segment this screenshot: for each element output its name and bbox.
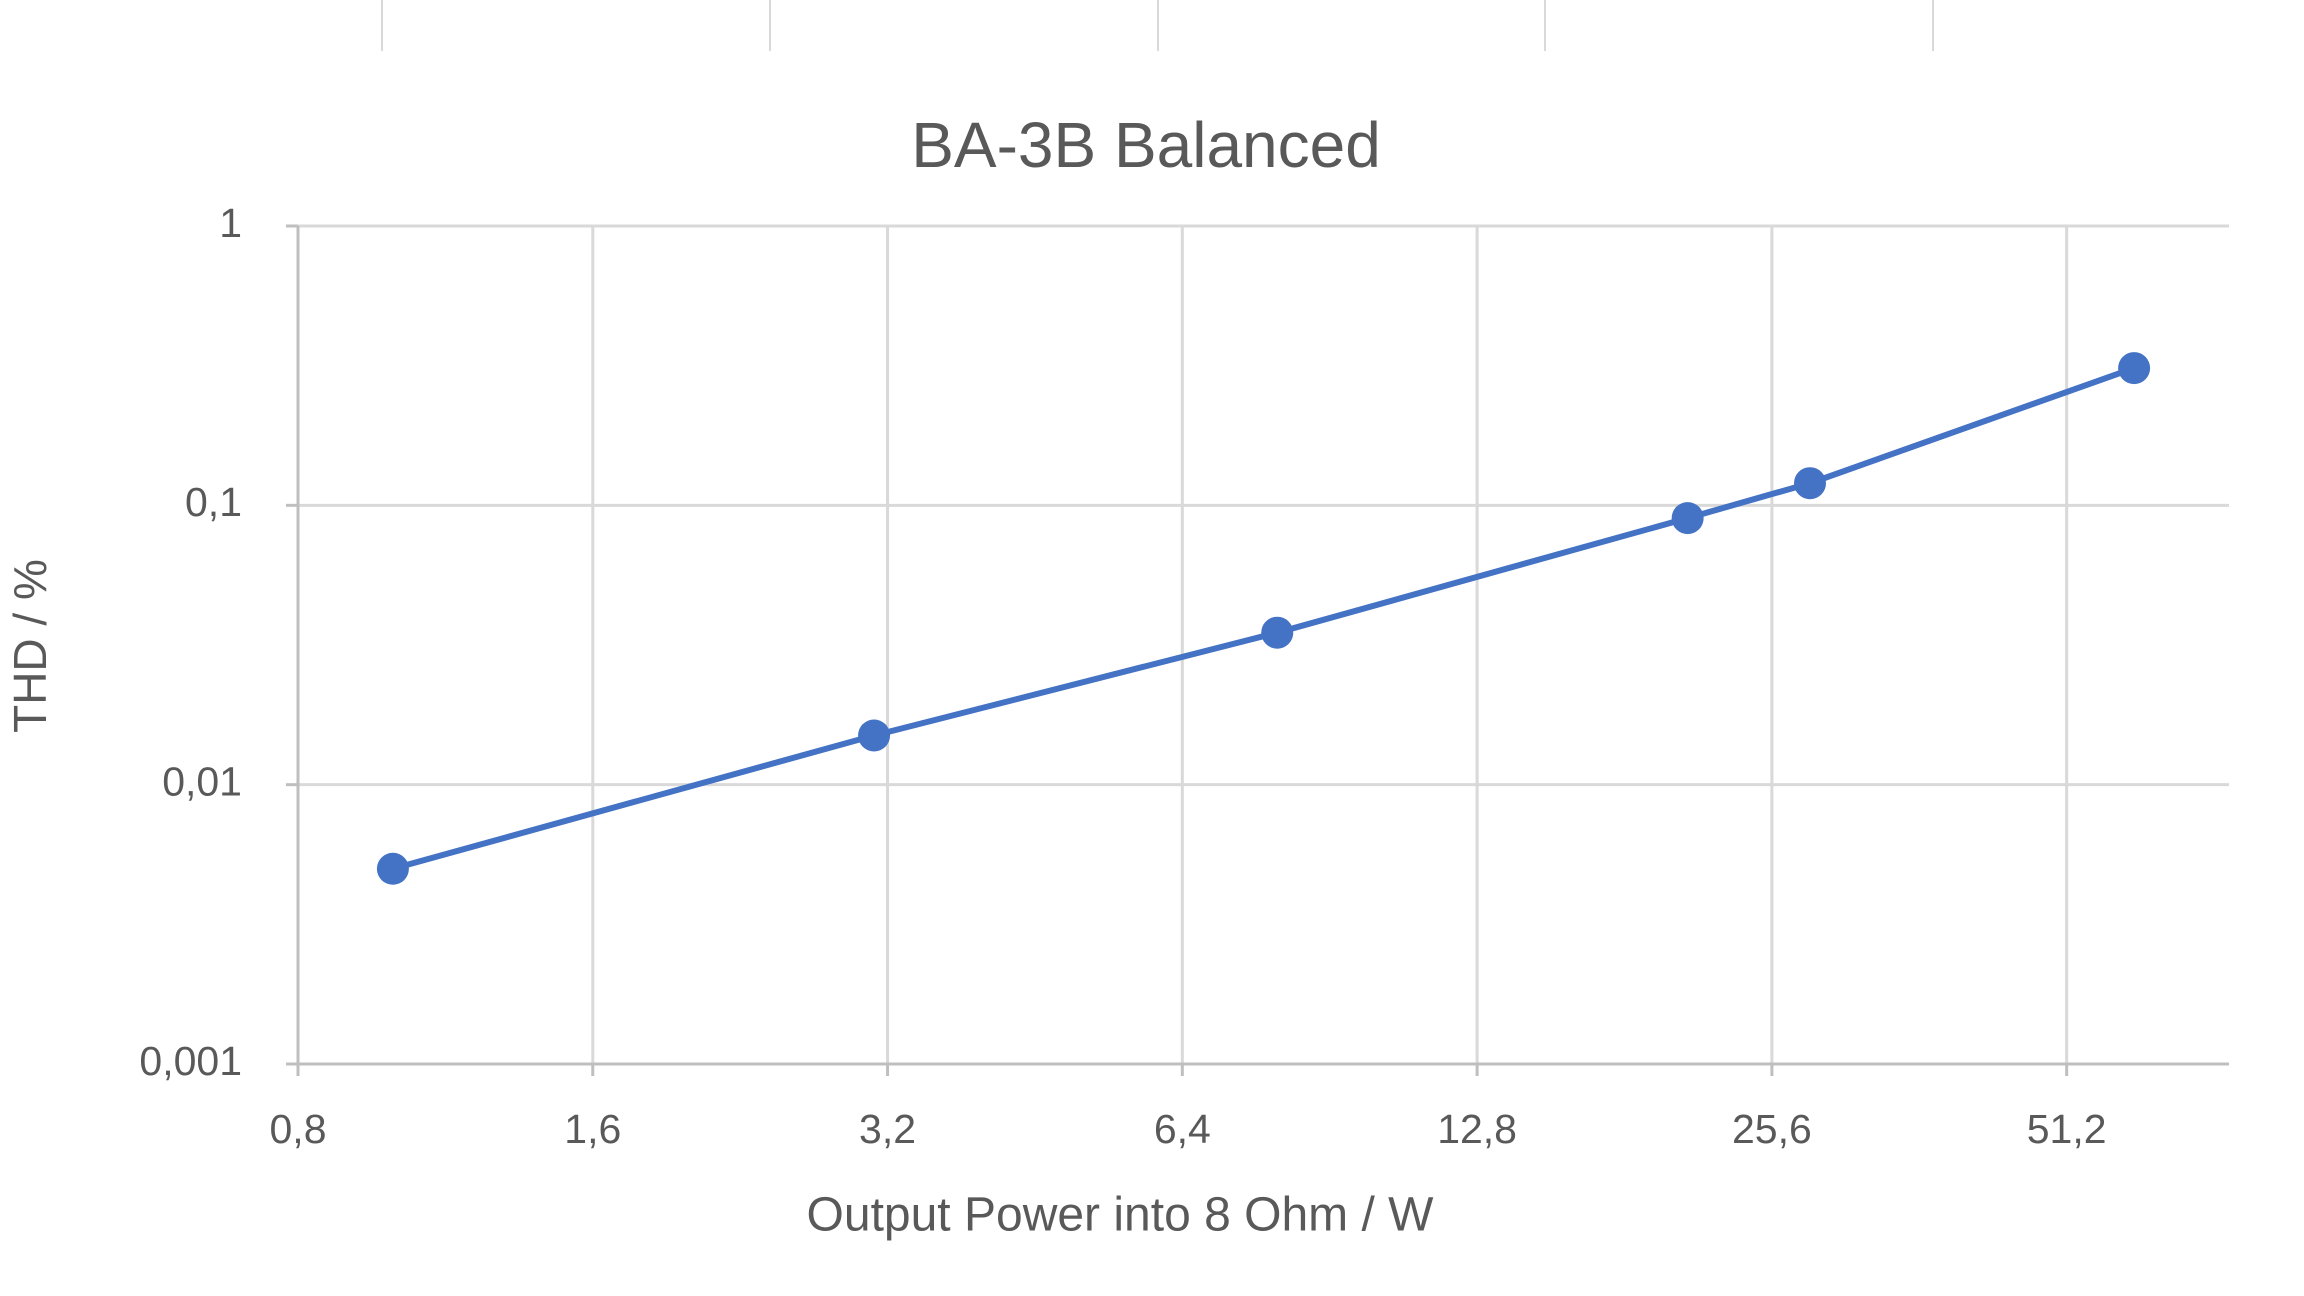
x-tick-label: 1,6 xyxy=(564,1106,621,1152)
x-tick-label: 0,8 xyxy=(270,1106,327,1152)
y-tick-label: 0,1 xyxy=(185,479,242,525)
x-tick-label: 12,8 xyxy=(1437,1106,1517,1152)
y-tick-label: 1 xyxy=(219,200,242,246)
data-point xyxy=(376,852,409,885)
y-tick-label: 0,01 xyxy=(162,758,242,804)
y-tick-label: 0,001 xyxy=(139,1038,242,1084)
cell-borders xyxy=(381,0,1934,51)
data-point xyxy=(1261,616,1294,649)
x-tick-label: 25,6 xyxy=(1732,1106,1812,1152)
x-tick-label: 6,4 xyxy=(1154,1106,1211,1152)
data-point xyxy=(1793,467,1826,500)
y-axis-title: THD / % xyxy=(4,559,56,733)
chart-title: BA-3B Balanced xyxy=(911,109,1381,181)
x-axis-title: Output Power into 8 Ohm / W xyxy=(807,1189,1435,1242)
x-tick-label: 51,2 xyxy=(2027,1106,2107,1152)
data-point xyxy=(2118,352,2151,385)
series-line xyxy=(392,365,2136,872)
data-point xyxy=(858,719,891,752)
data-point xyxy=(1671,502,1704,535)
x-tick-label: 3,2 xyxy=(859,1106,916,1152)
